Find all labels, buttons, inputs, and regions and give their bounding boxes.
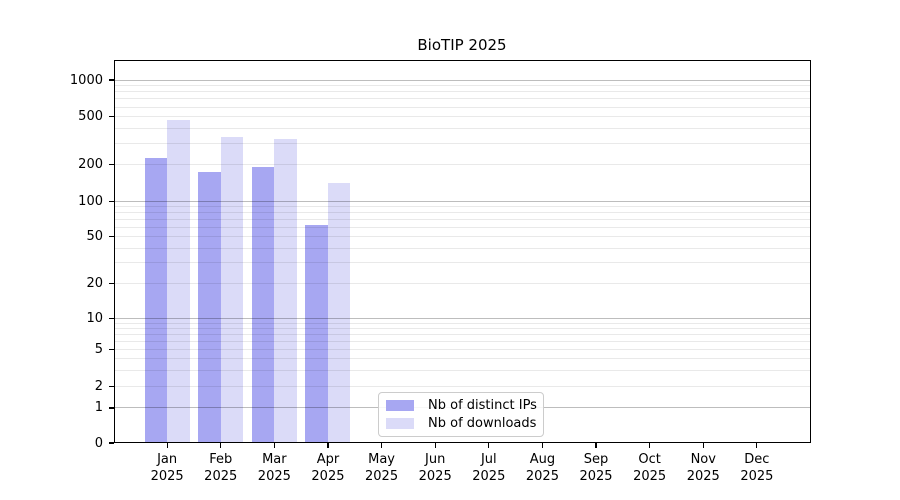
x-tick-mark: [649, 443, 651, 448]
y-tick-label: 5: [94, 342, 103, 358]
x-tick-label-feb: Feb 2025: [204, 452, 238, 484]
gridline: [113, 357, 811, 359]
gridline: [113, 91, 811, 93]
legend-swatch-downloads: [386, 418, 414, 430]
gridline: [113, 79, 811, 81]
x-tick-label-apr: Apr 2025: [311, 452, 345, 484]
legend-label-downloads: Nb of downloads: [428, 416, 537, 432]
gridline: [113, 212, 811, 214]
x-tick-label-aug: Aug 2025: [525, 452, 559, 484]
gridline: [113, 262, 811, 264]
y-tick-label: 50: [86, 229, 103, 245]
legend-swatch-distinct-ips: [386, 399, 414, 411]
gridline: [113, 322, 811, 324]
legend: Nb of distinct IPs Nb of downloads: [378, 392, 544, 437]
gridline: [113, 106, 811, 108]
x-tick-label-jul: Jul 2025: [472, 452, 506, 484]
grid-layer: [113, 60, 811, 443]
legend-item-distinct-ips: Nb of distinct IPs: [386, 397, 537, 414]
gridline: [113, 318, 811, 320]
bar-distinct-ips-jan: [144, 158, 168, 443]
legend-item-downloads: Nb of downloads: [386, 415, 536, 432]
x-tick-mark: [220, 443, 222, 448]
gridline: [113, 227, 811, 228]
bar-downloads-mar: [274, 139, 297, 443]
y-tick-label: 20: [86, 275, 103, 291]
bar-downloads-apr: [327, 182, 351, 443]
gridline: [113, 200, 811, 202]
x-tick-label-jun: Jun 2025: [418, 452, 452, 484]
gridline: [113, 85, 811, 87]
y-tick-label: 0: [94, 435, 103, 451]
bar-distinct-ips-mar: [251, 167, 275, 443]
bar-distinct-ips-apr: [305, 225, 328, 443]
gridline: [113, 349, 811, 351]
y-tick-label: 1: [94, 400, 103, 416]
x-tick-label-sep: Sep 2025: [579, 452, 613, 484]
x-tick-label-oct: Oct 2025: [633, 452, 667, 484]
x-tick-mark: [327, 443, 329, 448]
bar-downloads-feb: [220, 136, 244, 443]
y-tick-label: 200: [78, 156, 103, 172]
x-tick-mark: [273, 443, 275, 448]
y-tick-label: 100: [78, 193, 103, 209]
gridline: [113, 98, 811, 100]
x-tick-mark: [166, 443, 168, 448]
gridline: [113, 340, 811, 342]
gridline: [113, 282, 811, 284]
x-tick-mark: [434, 443, 436, 448]
gridline: [113, 236, 811, 238]
x-tick-label-jan: Jan 2025: [150, 452, 184, 484]
bar-downloads-jan: [167, 119, 190, 443]
x-tick-label-nov: Nov 2025: [686, 452, 720, 484]
x-tick-mark: [595, 443, 597, 448]
y-tick-label: 2: [94, 378, 103, 394]
y-tick-label: 10: [86, 311, 103, 327]
x-tick-label-dec: Dec 2025: [740, 452, 774, 484]
x-tick-label-may: May 2025: [365, 452, 399, 484]
x-tick-mark: [541, 443, 543, 448]
gridline: [113, 127, 811, 129]
legend-label-distinct-ips: Nb of distinct IPs: [428, 397, 537, 413]
gridline: [113, 163, 811, 165]
x-tick-mark: [702, 443, 704, 448]
gridline: [113, 142, 811, 144]
bar-distinct-ips-feb: [198, 171, 221, 443]
gridline: [113, 219, 811, 221]
gridline: [113, 328, 811, 329]
gridline: [113, 333, 811, 335]
gridline: [113, 206, 811, 208]
chart-title: BioTIP 2025: [417, 36, 507, 54]
y-tick-label: 1000: [69, 72, 103, 88]
x-tick-mark: [380, 443, 383, 448]
x-tick-label-mar: Mar 2025: [257, 452, 291, 484]
x-tick-mark: [488, 443, 490, 448]
y-tick-label: 500: [78, 109, 103, 125]
gridline: [113, 385, 811, 387]
x-tick-mark: [756, 443, 758, 448]
plot-area: [114, 60, 811, 443]
gridline: [113, 369, 811, 371]
gridline: [113, 247, 811, 249]
gridline: [113, 116, 811, 118]
